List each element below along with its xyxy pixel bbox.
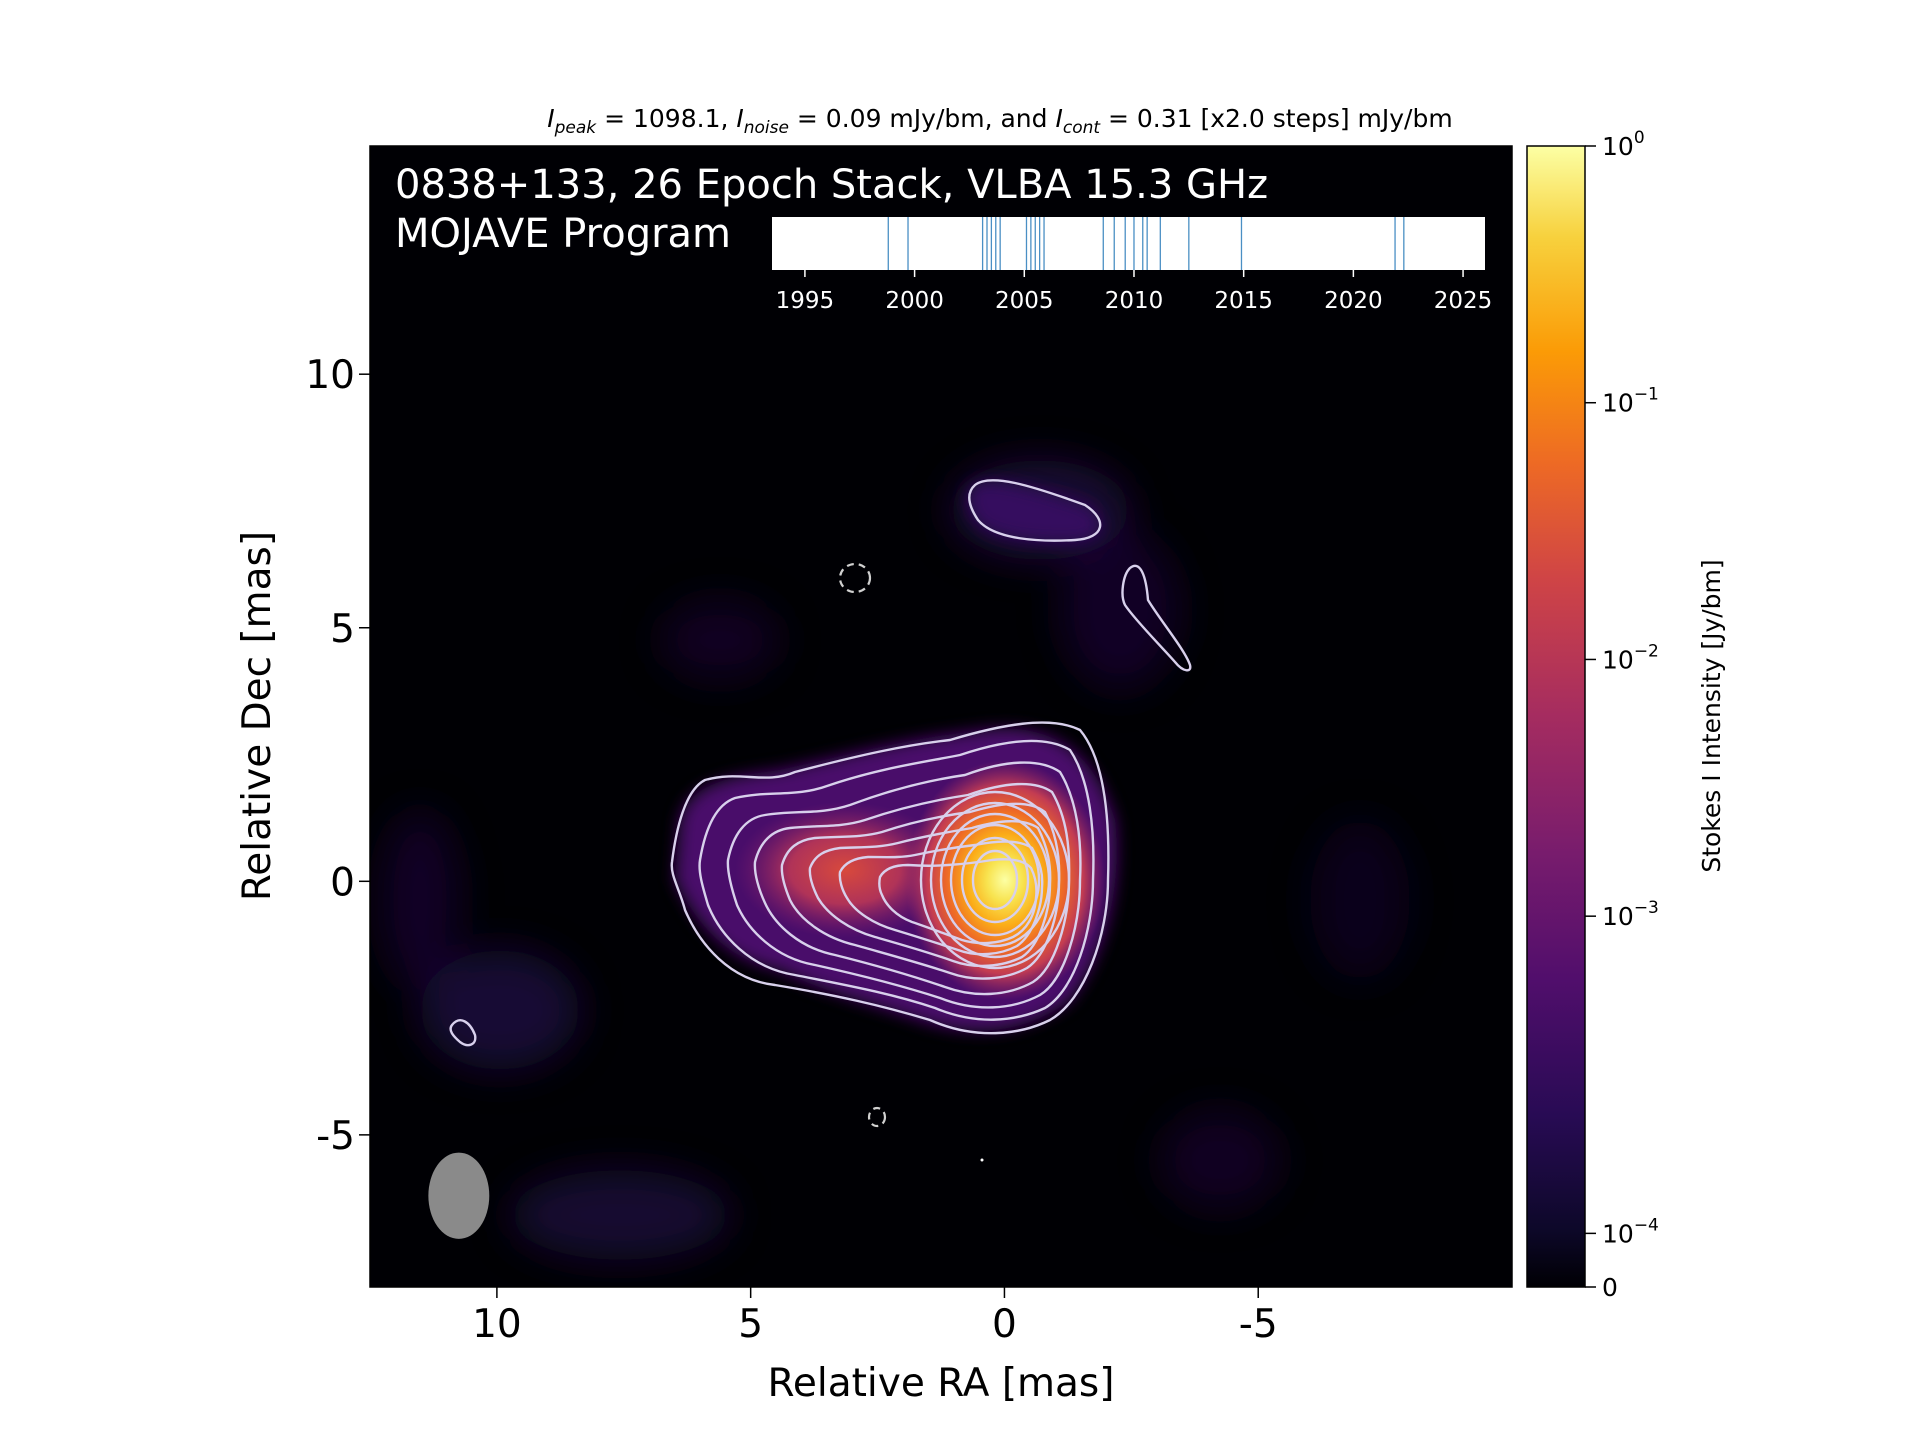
noise-value: = 0.09 mJy/bm, and (789, 104, 1056, 133)
contour-level-14 (971, 849, 1019, 911)
noise-speck (980, 1158, 984, 1162)
y-axis: 10 5 0 -5 (305, 353, 370, 1159)
contour-north (968, 479, 1102, 542)
cont-symbol: I (1055, 104, 1062, 133)
x-tick-label: 10 (472, 1302, 522, 1347)
colorbar-tick-label: 10−4 (1602, 1215, 1659, 1248)
contour-level-13 (960, 836, 1030, 924)
noise-symbol: I (736, 104, 743, 133)
timeline-tick-label: 1995 (776, 288, 835, 314)
map-background (370, 146, 1512, 1287)
restoring-beam (428, 1152, 490, 1239)
negative-contour-south (867, 1106, 887, 1128)
peak-value: = 1098.1, (596, 104, 736, 133)
epoch-timeline: 1995 2000 2005 2010 2015 2020 2025 (772, 217, 1492, 314)
contour-southeast-blob (449, 1019, 477, 1047)
colorbar-ticks: 100 10−1 10−2 10−3 10−4 0 (1585, 128, 1659, 1302)
timeline-tick-label: 2010 (1105, 288, 1164, 314)
intensity-map: 0838+133, 26 Epoch Stack, VLBA 15.3 GHz … (370, 146, 1512, 1287)
y-tick-label: 5 (330, 607, 355, 652)
contour-level-9 (919, 790, 1071, 970)
source-title: 0838+133, 26 Epoch Stack, VLBA 15.3 GHz (395, 162, 1268, 208)
x-axis: 10 5 0 -5 (472, 1287, 1278, 1347)
timeline-epochs (887, 217, 1405, 270)
colorbar-tick-label: 10−2 (1602, 641, 1659, 674)
contour-set (449, 479, 1192, 1047)
contour-level-6 (808, 820, 1052, 968)
jet-knot (735, 802, 955, 938)
x-tick-label: 5 (738, 1302, 763, 1347)
noise-subscript: noise (744, 118, 789, 138)
contour-northwest (1121, 564, 1192, 672)
colorbar (1526, 145, 1586, 1288)
y-axis-label: Relative Dec [mas] (235, 531, 280, 901)
y-tick-label: -5 (316, 1114, 355, 1159)
contour-level-12 (949, 823, 1041, 937)
contour-level-1 (670, 721, 1110, 1035)
timeline-tick-label: 2025 (1434, 288, 1493, 314)
x-tick-label: 0 (992, 1302, 1017, 1347)
contour-level-10 (929, 801, 1061, 959)
contour-level-2 (698, 739, 1095, 1021)
program-title: MOJAVE Program (395, 211, 731, 257)
timeline-tick-label: 2005 (995, 288, 1054, 314)
negative-contour-north (838, 562, 872, 594)
y-tick-label: 0 (330, 860, 355, 905)
timeline-tick-label: 2000 (885, 288, 944, 314)
colorbar-label: Stokes I Intensity [Jy/bm] (1697, 559, 1726, 872)
chart-header-stats: Ipeak = 1098.1, Inoise = 0.09 mJy/bm, an… (547, 104, 1452, 138)
map-frame (369, 145, 1513, 1288)
x-axis-label: Relative RA [mas] (768, 1361, 1115, 1406)
colorbar-tick-label: 0 (1602, 1273, 1618, 1302)
contour-level-11 (939, 812, 1051, 948)
negative-contours (838, 562, 887, 1128)
colorbar-tick-label: 10−1 (1602, 385, 1659, 418)
timeline-box (772, 217, 1485, 270)
faint-emission (380, 460, 1410, 1260)
contour-level-3 (726, 761, 1082, 1009)
timeline-ticks: 1995 2000 2005 2010 2015 2020 2025 (776, 270, 1493, 314)
timeline-tick-label: 2015 (1214, 288, 1273, 314)
cont-value: = 0.31 [x2.0 steps] mJy/bm (1100, 104, 1453, 133)
x-tick-label: -5 (1239, 1302, 1278, 1347)
contour-level-7 (838, 840, 1044, 956)
colorbar-tick-label: 100 (1602, 128, 1645, 161)
peak-symbol: I (547, 104, 554, 133)
timeline-tick-label: 2020 (1324, 288, 1383, 314)
north-feature-fill (967, 481, 1102, 543)
cont-subscript: cont (1063, 118, 1102, 138)
peak-subscript: peak (554, 118, 598, 138)
y-tick-label: 10 (305, 353, 355, 398)
colorbar-tick-label: 10−3 (1602, 898, 1659, 931)
